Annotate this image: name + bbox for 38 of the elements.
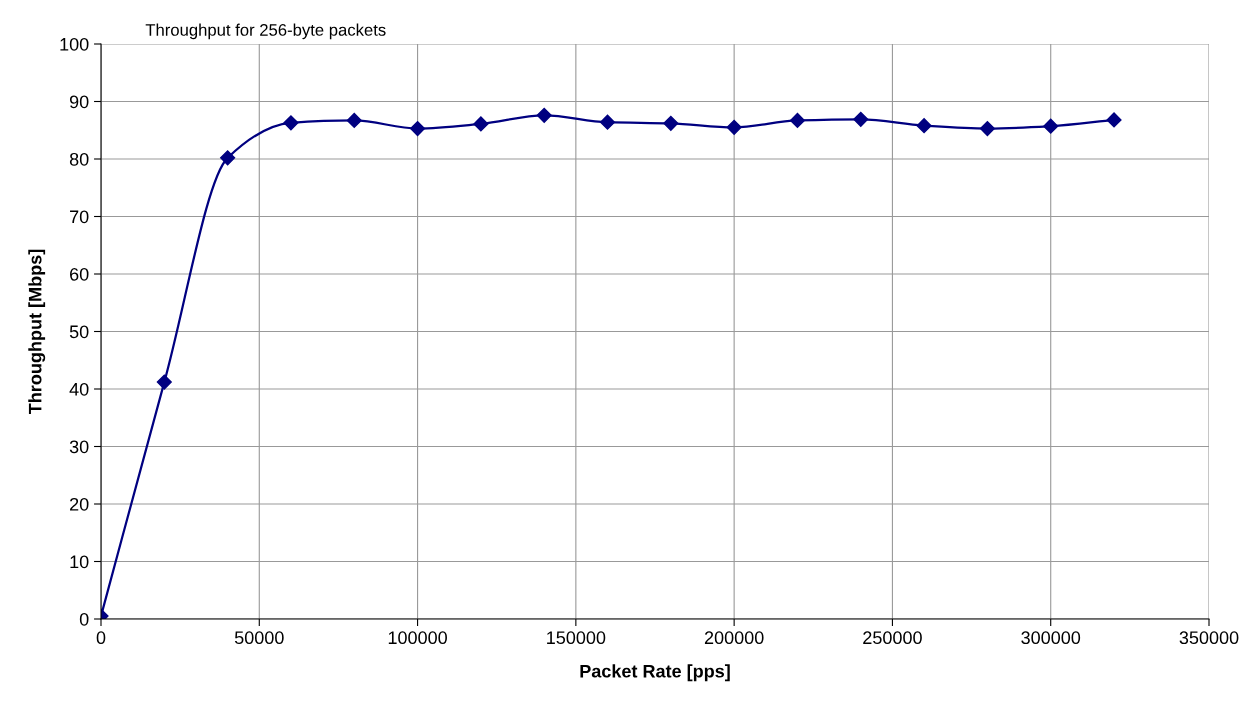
y-tick-label: 20 (70, 497, 89, 511)
x-tick-label: 0 (96, 631, 106, 645)
y-tick-label: 100 (60, 37, 89, 51)
x-tick-label: 200000 (704, 631, 764, 645)
y-tick-label: 50 (69, 325, 89, 339)
x-tick-label: 250000 (863, 631, 922, 645)
x-axis-title: Packet Rate [pps] (580, 664, 730, 682)
point (410, 120, 426, 137)
point (283, 115, 299, 131)
point (663, 115, 679, 131)
x-tick-label: 350000 (1179, 631, 1239, 645)
y-tick-label: 30 (69, 440, 89, 454)
point (346, 112, 362, 129)
point (979, 120, 995, 137)
point (726, 119, 742, 135)
y-tick-label: 90 (69, 95, 89, 109)
y-axis-title: Throughput [Mbps] (28, 249, 46, 415)
point (1043, 118, 1059, 134)
x-tick-label: 100000 (388, 631, 447, 645)
x-tick-label: 300000 (1021, 631, 1081, 645)
point (220, 150, 236, 166)
point (853, 111, 869, 127)
x-tick-label: 50000 (234, 631, 284, 645)
point (473, 116, 489, 132)
point (789, 112, 806, 129)
y-tick-label: 80 (69, 152, 89, 166)
chart-title: Throughput for 256-byte packets (145, 23, 386, 40)
x-tick-label: 150000 (547, 631, 606, 645)
y-tick-label: 10 (70, 555, 89, 569)
point (536, 107, 552, 123)
point (916, 118, 932, 134)
y-tick-label: 70 (70, 210, 89, 224)
point (156, 374, 172, 390)
y-tick-label: 60 (70, 267, 89, 281)
point (1106, 112, 1122, 128)
y-tick-label: 40 (69, 382, 89, 396)
point (599, 114, 616, 130)
y-tick-label: 0 (79, 612, 89, 626)
